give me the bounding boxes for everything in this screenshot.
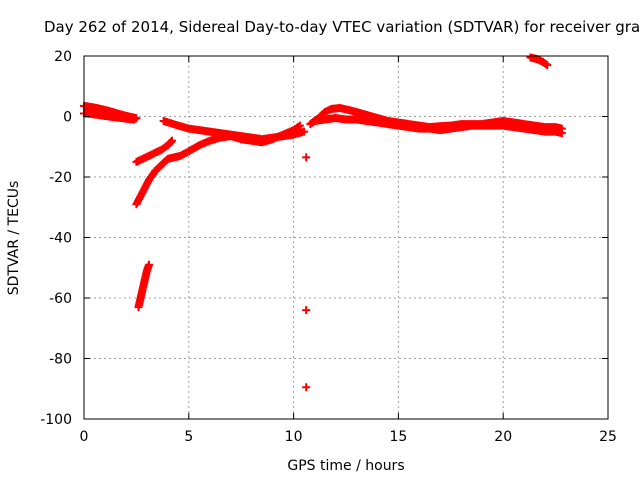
y-tick-label: -20 [49,170,72,186]
x-tick-label: 0 [80,429,89,445]
y-tick-label: 0 [63,110,72,126]
data-point [302,153,311,162]
data-point [541,60,550,69]
y-axis-label: SDTVAR / TECUs [6,181,22,296]
data-point [166,137,175,146]
y-tick-label: -80 [49,352,72,368]
data-point [302,306,311,315]
x-tick-label: 25 [599,429,617,445]
data-point [295,121,304,130]
y-tick-label: -60 [49,291,72,307]
x-tick-label: 20 [494,429,512,445]
data-point [144,260,153,269]
data-point [543,61,552,70]
x-tick-label: 10 [285,429,303,445]
x-axis-label: GPS time / hours [287,458,404,474]
y-tick-label: 20 [54,49,72,65]
data-points [80,53,566,392]
x-tick-label: 5 [184,429,193,445]
data-point [130,115,139,124]
y-tick-label: -100 [40,412,72,428]
y-tick-label: -40 [49,231,72,247]
data-point [168,136,177,145]
data-point [300,127,309,136]
x-tick-label: 15 [389,429,407,445]
x-axis-ticks: 0 5 10 15 20 25 [80,56,617,445]
data-point [557,129,566,138]
data-point [302,383,311,392]
chart-title: Day 262 of 2014, Sidereal Day-to-day VTE… [44,18,640,36]
y-axis-ticks: -100 -80 -60 -40 -20 0 20 [40,49,608,428]
